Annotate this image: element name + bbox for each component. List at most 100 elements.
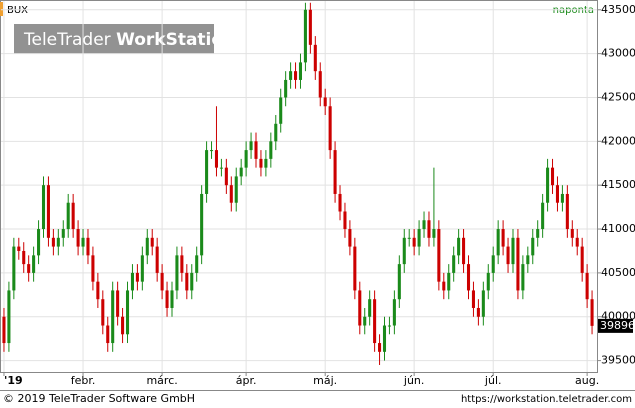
candle-body	[130, 272, 134, 291]
candle-body	[471, 290, 475, 308]
candle-body	[200, 193, 204, 256]
y-tick-label: 42000	[601, 134, 635, 147]
candle-body	[417, 229, 421, 247]
candle-body	[274, 123, 278, 142]
candle-body	[412, 237, 416, 247]
candle-body	[135, 272, 139, 282]
candle-body	[585, 272, 589, 300]
candle-body	[239, 167, 243, 177]
candle-body	[264, 158, 268, 168]
candle-body	[175, 255, 179, 291]
x-tick-label: máj.	[313, 374, 337, 387]
candle-body	[71, 202, 75, 230]
candle-body	[150, 237, 154, 247]
chart-subtitle: naponta	[553, 5, 594, 16]
candle-body	[214, 150, 219, 168]
watermark: TeleTrader WorkStation	[23, 30, 235, 50]
candle-body	[51, 237, 55, 247]
candle-body	[565, 193, 569, 230]
candle-body	[121, 316, 125, 335]
candle-body	[195, 255, 199, 273]
candle-body	[526, 255, 530, 265]
candle-body	[37, 229, 41, 256]
x-tick-label: márc.	[146, 374, 177, 387]
candle-body	[486, 272, 490, 291]
candle-body	[101, 299, 105, 326]
footer-url: https://workstation.teletrader.com	[461, 394, 632, 405]
candle-body	[308, 9, 312, 45]
candle-body	[12, 246, 16, 291]
candle-body	[457, 237, 461, 256]
x-tick-label: ápr.	[236, 374, 257, 387]
candle-body	[531, 237, 535, 256]
candle-body	[289, 71, 293, 80]
candle-body	[279, 97, 283, 124]
candle-body	[76, 229, 80, 247]
candle-body	[560, 193, 564, 203]
candle-body	[249, 141, 253, 151]
candle-body	[516, 237, 520, 291]
candle-body	[353, 246, 357, 291]
candle-body	[402, 237, 406, 265]
candle-body	[318, 71, 322, 98]
candle-body	[294, 71, 298, 80]
candle-body	[476, 307, 480, 317]
candle-body	[387, 325, 391, 327]
watermark-box	[14, 24, 214, 54]
candle-body	[86, 237, 90, 256]
candle-body	[185, 272, 189, 291]
candle-body	[313, 44, 317, 72]
candle-body	[106, 325, 110, 344]
candle-body	[506, 246, 510, 265]
footer-copyright: © 2019 TeleTrader Software GmbH	[3, 392, 195, 405]
candle-body	[575, 237, 579, 247]
y-tick-label: 42500	[601, 90, 635, 103]
candle-body	[244, 150, 248, 168]
watermark-part: TeleTrader	[23, 30, 111, 50]
candle-body	[546, 167, 550, 203]
x-tick-label: febr.	[71, 374, 96, 387]
candle-body	[56, 237, 60, 247]
candle-body	[323, 97, 327, 107]
x-tick-label: '19	[4, 374, 23, 387]
candle-body	[333, 150, 337, 194]
candle-body	[155, 246, 159, 273]
candle-body	[41, 185, 46, 230]
candle-body	[452, 255, 456, 273]
candle-body	[397, 264, 401, 300]
candle-body	[541, 202, 545, 230]
y-tick-label: 41500	[601, 178, 635, 191]
candle-body	[570, 229, 574, 238]
candle-body	[254, 141, 258, 159]
candle-body	[550, 167, 555, 186]
candle-body	[209, 150, 214, 152]
candle-body	[32, 255, 36, 273]
candle-body	[303, 9, 307, 63]
candle-body	[447, 272, 451, 291]
candle-body	[91, 255, 95, 282]
candle-body	[432, 229, 436, 238]
candle-body	[363, 316, 367, 326]
candle-body	[125, 290, 130, 335]
candle-body	[17, 246, 21, 251]
candle-body	[7, 290, 11, 344]
candle-body	[170, 290, 174, 308]
watermark-part: WorkStation	[116, 30, 235, 50]
x-tick-label: jún.	[403, 374, 425, 387]
candle-body	[328, 106, 332, 151]
candle-body	[580, 246, 584, 273]
candle-body	[145, 237, 149, 256]
x-tick-label: júl.	[484, 374, 502, 387]
last-price-label: 39896	[600, 319, 635, 332]
candle-body	[205, 150, 209, 194]
candle-body	[111, 290, 115, 344]
candle-body	[165, 290, 169, 308]
candle-body	[555, 185, 559, 203]
candle-body	[338, 193, 342, 212]
candle-body	[116, 290, 120, 317]
x-tick-label: aug.	[575, 374, 599, 387]
candle-body	[96, 281, 100, 300]
candle-body	[462, 237, 466, 265]
candle-body	[140, 255, 144, 282]
